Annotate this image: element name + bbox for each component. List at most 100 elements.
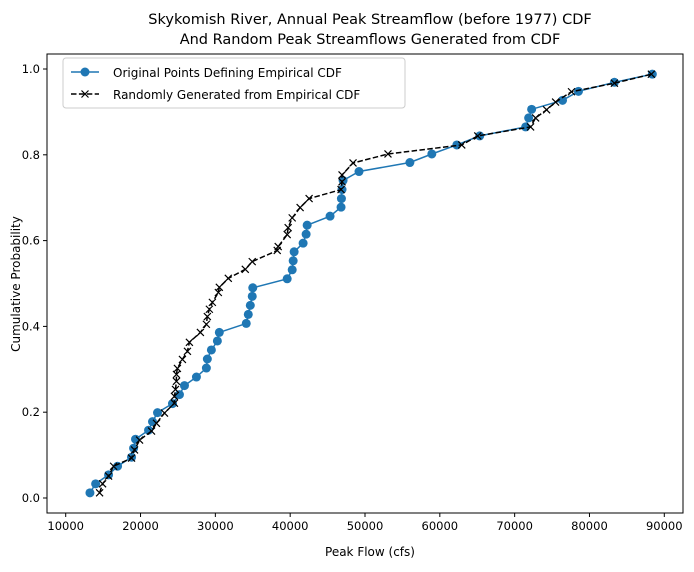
data-point xyxy=(457,141,466,149)
data-point xyxy=(473,132,482,140)
data-point xyxy=(243,309,253,319)
data-point xyxy=(405,158,415,168)
data-point xyxy=(109,462,118,471)
data-point xyxy=(104,472,113,481)
x-tick-label: 30000 xyxy=(197,519,234,533)
data-point xyxy=(203,312,212,321)
data-point xyxy=(147,427,156,435)
data-point xyxy=(127,454,136,463)
data-point xyxy=(558,95,568,105)
x-tick-label: 70000 xyxy=(496,519,533,533)
axes-frame xyxy=(46,53,684,514)
data-point xyxy=(170,399,179,408)
data-point xyxy=(298,238,308,248)
data-point xyxy=(214,327,224,337)
data-point xyxy=(475,131,485,141)
legend-label-random: Randomly Generated from Empirical CDF xyxy=(113,88,360,102)
y-axis-label: Cumulative Probability xyxy=(9,216,23,352)
data-point xyxy=(152,419,161,428)
data-point xyxy=(224,274,233,283)
data-point xyxy=(174,390,184,400)
data-point xyxy=(296,203,305,212)
data-point xyxy=(183,347,192,356)
data-point xyxy=(91,479,101,489)
data-point xyxy=(336,194,346,204)
data-point xyxy=(302,220,312,230)
data-point xyxy=(531,113,540,122)
data-point xyxy=(274,242,283,251)
data-point xyxy=(185,338,194,347)
data-point xyxy=(205,305,214,314)
legend-label-original: Original Points Defining Empirical CDF xyxy=(113,66,342,80)
data-point xyxy=(524,113,534,123)
data-point xyxy=(647,69,657,79)
series-line xyxy=(98,73,652,494)
data-point xyxy=(208,298,217,307)
data-point xyxy=(172,377,181,386)
data-point xyxy=(542,105,551,114)
legend-marker-original xyxy=(80,67,90,77)
data-point xyxy=(427,149,437,159)
chart-title-line-1: Skykomish River, Annual Peak Streamflow … xyxy=(148,12,591,28)
y-axis: 0.0 0.2 0.4 0.6 0.8 1.0 xyxy=(22,62,47,505)
data-point xyxy=(245,300,255,310)
data-point xyxy=(202,354,212,364)
data-point xyxy=(95,488,104,497)
data-point xyxy=(384,150,392,158)
data-point xyxy=(609,77,619,87)
y-tick-label: 0.4 xyxy=(22,319,40,333)
data-point xyxy=(289,247,299,257)
data-point xyxy=(241,318,251,328)
data-point xyxy=(212,336,222,346)
data-point xyxy=(179,381,189,391)
x-tick-label: 80000 xyxy=(571,519,608,533)
legend-marker-random xyxy=(81,90,89,98)
data-point xyxy=(160,409,169,417)
x-tick-label: 90000 xyxy=(646,519,683,533)
data-point xyxy=(148,417,158,427)
x-tick-label: 40000 xyxy=(272,519,309,533)
data-point xyxy=(135,436,144,444)
data-point xyxy=(98,479,107,488)
x-tick-label: 10000 xyxy=(47,519,84,533)
data-point xyxy=(284,223,293,232)
data-point xyxy=(526,123,535,131)
x-axis-label: Peak Flow (cfs) xyxy=(325,545,415,559)
data-point xyxy=(178,355,187,364)
data-point xyxy=(202,320,211,329)
data-point xyxy=(196,328,205,337)
data-point xyxy=(153,408,163,418)
legend: Original Points Defining Empirical CDF R… xyxy=(62,57,406,109)
x-tick-label: 60000 xyxy=(422,519,459,533)
data-point xyxy=(248,257,257,266)
data-point xyxy=(170,392,179,401)
data-point xyxy=(610,79,619,88)
data-point xyxy=(130,446,139,454)
data-point xyxy=(305,194,314,203)
series-random xyxy=(95,70,656,497)
data-point xyxy=(551,98,560,106)
data-point xyxy=(85,488,95,498)
data-point xyxy=(647,70,656,79)
series-line xyxy=(89,73,653,494)
y-tick-label: 0.0 xyxy=(22,491,40,505)
x-axis: 10000 20000 30000 40000 50000 60000 70000 80000… xyxy=(47,513,683,533)
data-point xyxy=(171,385,180,394)
y-tick-label: 0.2 xyxy=(22,405,40,419)
data-point xyxy=(354,167,364,177)
x-tick-label: 50000 xyxy=(347,519,384,533)
data-point xyxy=(337,185,345,194)
data-point xyxy=(191,372,201,382)
data-point xyxy=(338,171,346,179)
data-point xyxy=(288,256,298,266)
plot-area xyxy=(85,69,657,498)
data-point xyxy=(206,345,216,355)
data-point xyxy=(288,213,297,222)
data-point xyxy=(241,265,250,274)
y-tick-label: 1.0 xyxy=(22,62,40,76)
data-point xyxy=(338,177,346,186)
data-point xyxy=(349,159,357,167)
series-original xyxy=(85,69,657,498)
data-point xyxy=(336,202,346,212)
